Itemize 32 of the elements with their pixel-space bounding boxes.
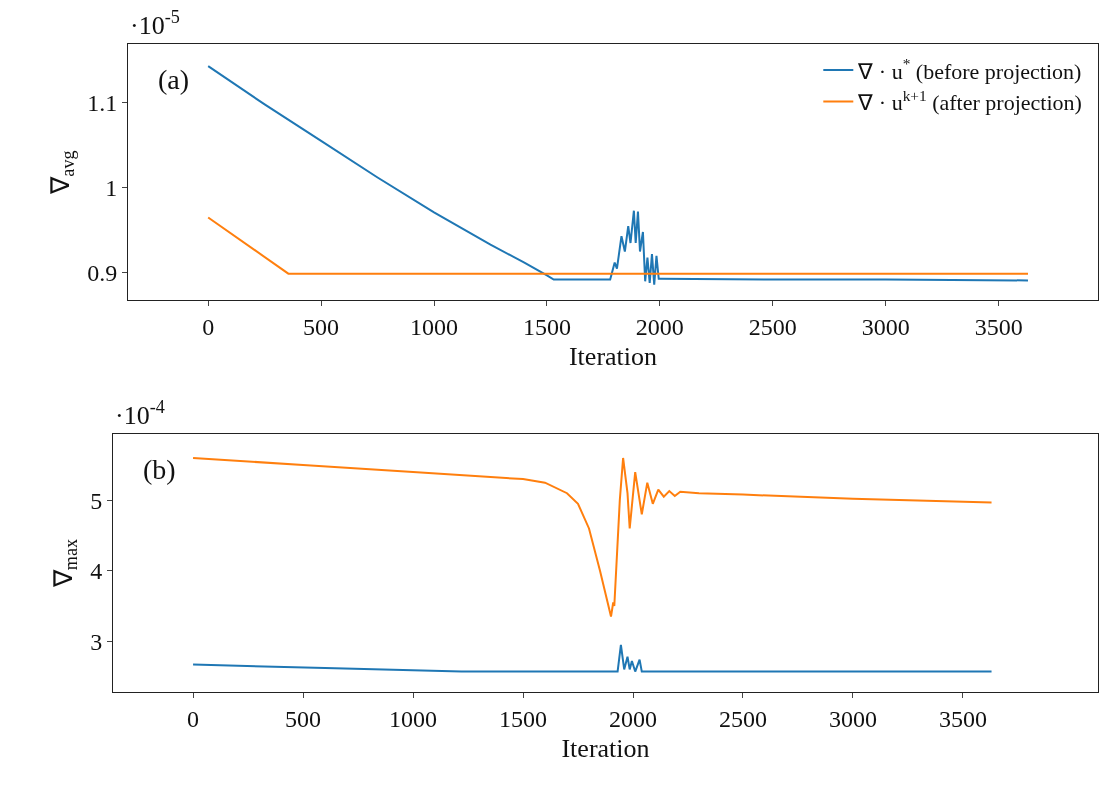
x-tick-label: 3000 xyxy=(828,705,877,732)
x-tick-label: 2000 xyxy=(609,705,657,732)
text: ·10$^{-5}$ xyxy=(130,7,180,40)
x-axis-title: Iteration xyxy=(568,342,658,372)
x-tick-label: 1000 xyxy=(389,705,438,732)
x-tick-label: 2000 xyxy=(635,313,684,340)
x-tick-label: 500 xyxy=(285,705,322,732)
annotation: (b) xyxy=(143,454,176,485)
y-tick-label: 0.9 xyxy=(87,260,118,287)
y-tick-label: 1.1 xyxy=(87,90,118,117)
x-tick-label: 3500 xyxy=(974,313,1023,340)
x-tick-label: 0 xyxy=(187,705,200,732)
x-axis-title: Iteration xyxy=(561,734,650,764)
x-tick-label: 500 xyxy=(303,313,340,340)
x-tick-label: 0 xyxy=(202,313,215,340)
line-series xyxy=(192,456,993,618)
y-tick-label: 1 xyxy=(105,175,118,202)
legend-label: ∇ · u$^{*}$ (before projection) xyxy=(857,55,1082,84)
x-tick-label: 1000 xyxy=(410,313,459,340)
x-tick-label: 2500 xyxy=(748,313,797,340)
y-tick-label: 4 xyxy=(90,558,103,585)
x-tick-label: 2500 xyxy=(718,705,767,732)
x-tick-label: 3500 xyxy=(938,705,987,732)
annotation: (a) xyxy=(158,64,190,95)
legend-label: ∇ · u$^{k+1}$ (after projection) xyxy=(857,86,1082,116)
line-series xyxy=(192,643,993,673)
x-tick-label: 1500 xyxy=(522,313,571,340)
x-tick-label: 1500 xyxy=(499,705,548,732)
text: ·10$^{-4}$ xyxy=(115,397,165,430)
y-tick-label: 3 xyxy=(90,628,103,655)
x-tick-label: 3000 xyxy=(861,313,910,340)
y-tick-label: 5 xyxy=(90,487,103,514)
